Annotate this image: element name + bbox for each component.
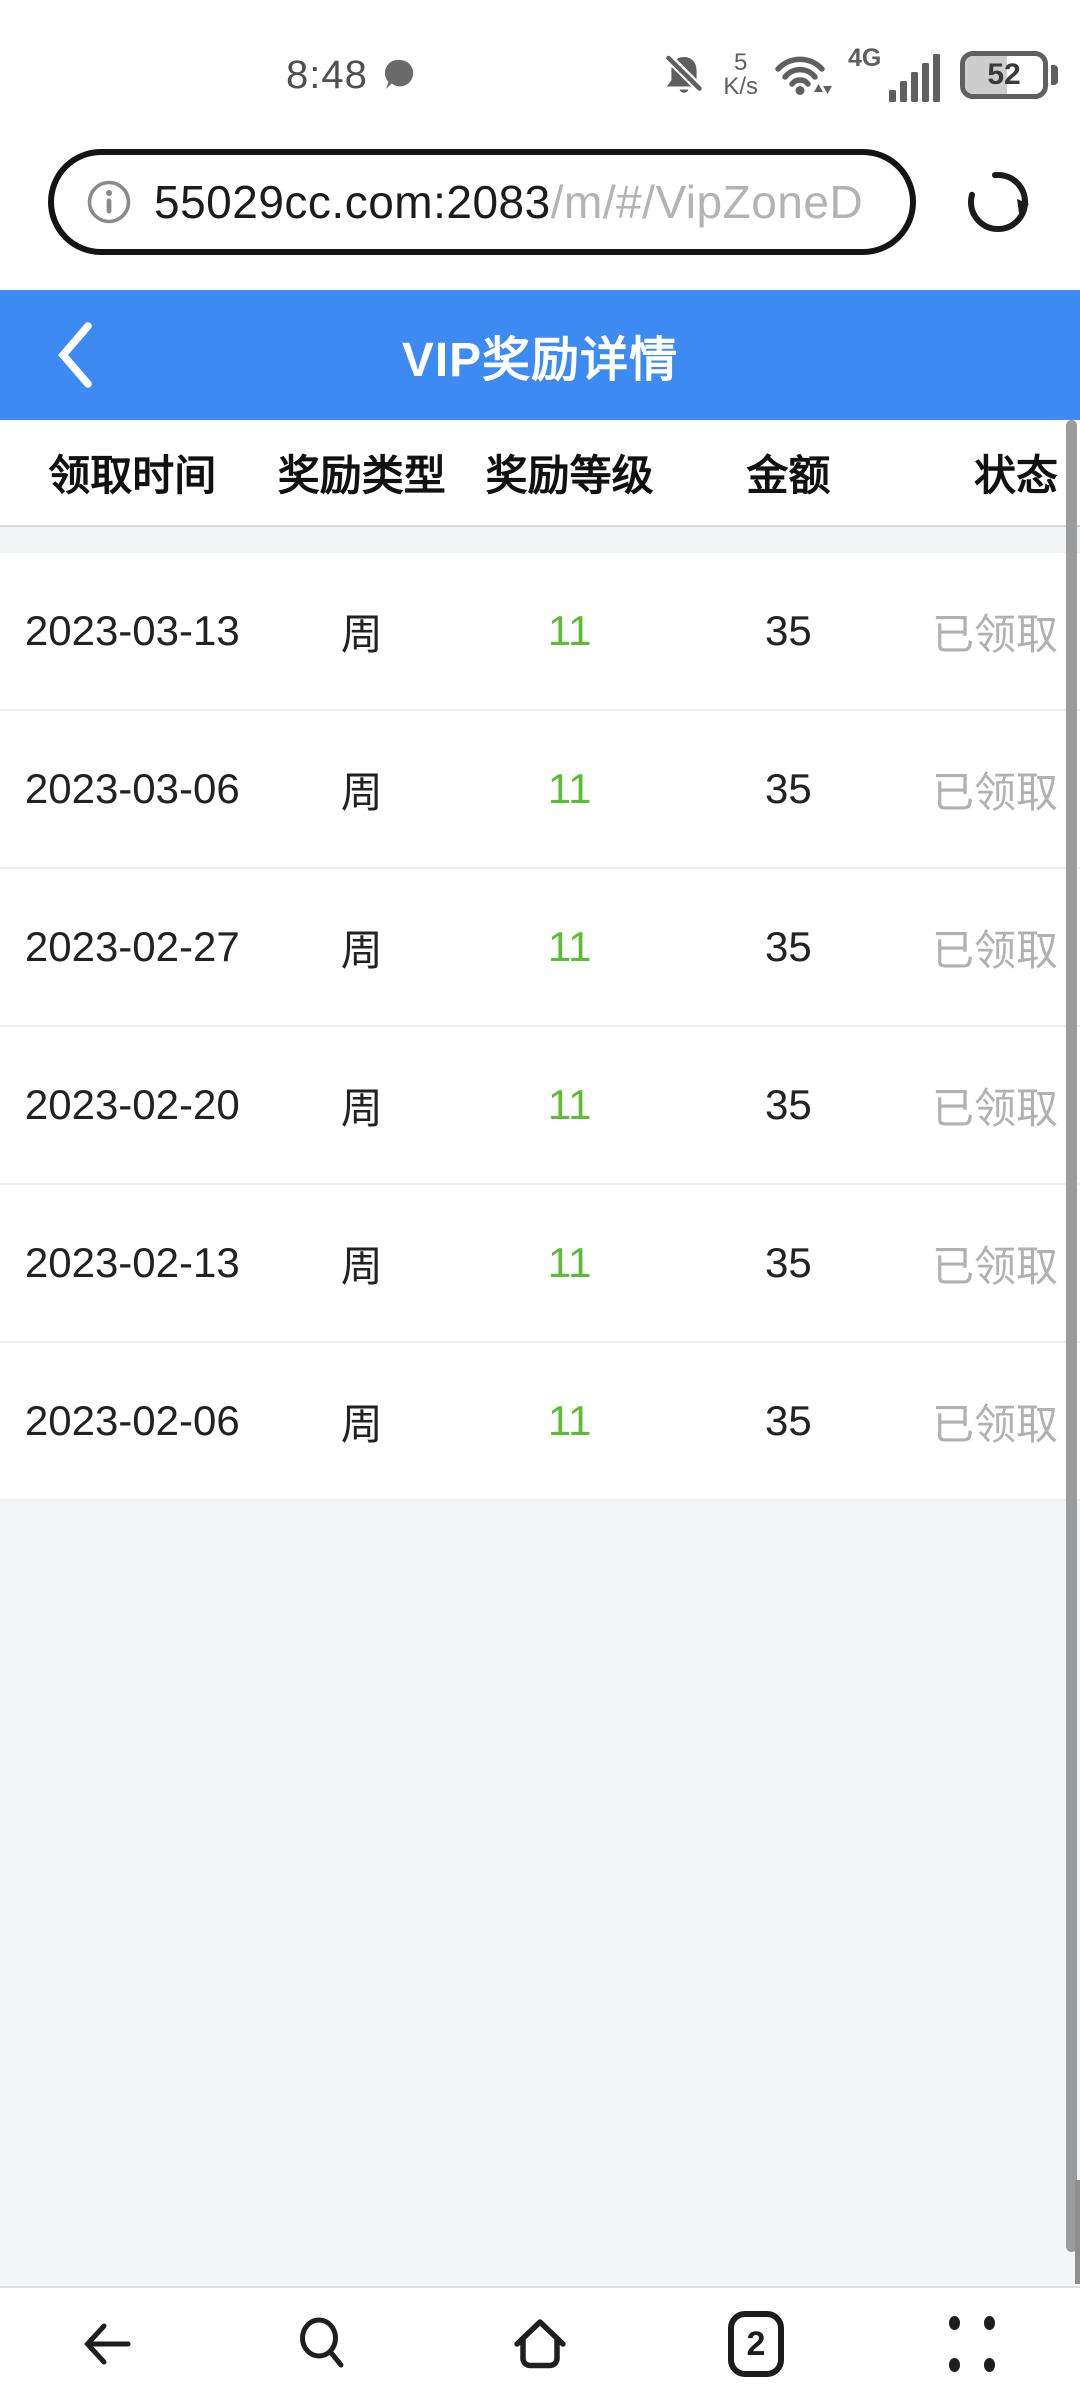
cell-level: 11 [547, 607, 592, 654]
browser-url-row: 55029cc.com:2083/m/#/VipZoneD [0, 120, 1080, 290]
list-scrollbar-thumb[interactable] [1066, 420, 1077, 2252]
cell-date: 2023-02-13 [24, 1239, 240, 1286]
url-bar[interactable]: 55029cc.com:2083/m/#/VipZoneD [48, 149, 916, 255]
tabs-count-icon: 2 [728, 2311, 784, 2377]
table-row: 2023-02-13 周 11 35 已领取 [0, 1185, 1080, 1343]
status-left: 8:48 [286, 53, 418, 98]
app-header: VIP奖励详情 [0, 290, 1080, 420]
cell-date: 2023-03-06 [24, 765, 240, 812]
table-row: 2023-03-06 周 11 35 已领取 [0, 711, 1080, 869]
cell-date: 2023-03-13 [24, 607, 240, 654]
cell-date: 2023-02-20 [24, 1081, 240, 1128]
cell-type: 周 [340, 926, 383, 974]
cell-type: 周 [340, 1400, 383, 1448]
battery-fill [965, 56, 1008, 94]
status-bar: 8:48 5 K/s [0, 0, 1080, 120]
cell-status: 已领取 [931, 1084, 1058, 1132]
list-top-strip [0, 527, 1080, 553]
battery-icon: 52 [960, 51, 1058, 99]
cell-amount: 35 [765, 1081, 812, 1128]
reload-button[interactable] [960, 164, 1036, 240]
status-right: 5 K/s 4G [661, 44, 1058, 104]
table-row: 2023-02-27 周 11 35 已领取 [0, 869, 1080, 1027]
cell-date: 2023-02-06 [24, 1397, 240, 1444]
network-speed-unit: K/s [723, 73, 758, 100]
table-row: 2023-03-13 周 11 35 已领取 [0, 553, 1080, 711]
cell-date: 2023-02-27 [24, 923, 240, 970]
column-header-2: 奖励类型 [277, 452, 446, 499]
back-chevron-button[interactable] [54, 320, 96, 390]
cell-amount: 35 [765, 1397, 812, 1444]
cell-type: 周 [340, 1084, 383, 1132]
cell-type: 周 [340, 768, 383, 816]
column-header-4: 金额 [746, 452, 831, 499]
browser-nav-bar: 2 [0, 2286, 1080, 2400]
network-speed-value: 5 [733, 48, 748, 76]
nav-tabs-button[interactable]: 2 [648, 2288, 864, 2400]
table-header-row: 领取时间 奖励类型 奖励等级 金额 状态 [0, 420, 1080, 527]
column-header-3: 奖励等级 [485, 452, 654, 499]
cell-level: 11 [547, 1239, 592, 1286]
signal-bars-icon [889, 54, 940, 102]
page-title: VIP奖励详情 [401, 334, 679, 387]
back-arrow-icon [84, 2323, 131, 2365]
cell-status: 已领取 [931, 610, 1058, 658]
menu-dots-icon [949, 2316, 995, 2372]
cell-level: 11 [547, 1397, 592, 1444]
battery-percent: 52 [987, 58, 1021, 91]
nav-home-button[interactable] [432, 2288, 648, 2400]
page-info-icon[interactable] [86, 179, 132, 225]
home-icon [514, 2319, 566, 2369]
cell-status: 已领取 [931, 926, 1058, 974]
clock: 8:48 [286, 52, 368, 97]
column-header-5: 状态 [973, 452, 1058, 499]
table-row: 2023-02-06 周 11 35 已领取 [0, 1343, 1080, 1501]
network-type-label: 4G [848, 44, 882, 72]
url-path: /m/#/VipZoneD [550, 176, 864, 228]
table-row: 2023-02-20 周 11 35 已领取 [0, 1027, 1080, 1185]
network-speed: 5 K/s [723, 48, 758, 100]
reward-list: 2023-03-13 周 11 35 已领取 2023-03-06 周 11 35 已领取 2023… [0, 553, 1080, 1501]
column-header-1: 领取时间 [48, 452, 217, 499]
cell-amount: 35 [765, 765, 812, 812]
wifi-icon [774, 51, 832, 99]
cell-status: 已领取 [931, 768, 1058, 816]
tabs-count: 2 [746, 2324, 766, 2363]
cell-level: 11 [547, 765, 592, 812]
cell-level: 11 [547, 1081, 592, 1128]
cell-amount: 35 [765, 1239, 812, 1286]
cell-type: 周 [340, 610, 383, 658]
cell-status: 已领取 [931, 1400, 1058, 1448]
page-scrollbar-thumb[interactable] [1075, 2180, 1080, 2284]
cell-amount: 35 [765, 607, 812, 654]
search-icon [300, 2317, 344, 2368]
message-bubble-icon [382, 57, 418, 93]
cell-signal-icon: 4G [848, 44, 944, 104]
url-text[interactable]: 55029cc.com:2083/m/#/VipZoneD [154, 175, 900, 229]
cell-status: 已领取 [931, 1242, 1058, 1290]
cell-type: 周 [340, 1242, 383, 1290]
url-domain: 55029cc.com:2083 [154, 176, 551, 228]
nav-menu-button[interactable] [864, 2288, 1080, 2400]
nav-search-button[interactable] [216, 2288, 432, 2400]
nav-back-button[interactable] [0, 2288, 216, 2400]
cell-level: 11 [547, 923, 592, 970]
empty-area [0, 1501, 1080, 2286]
cell-amount: 35 [765, 923, 812, 970]
notifications-off-icon [661, 52, 707, 98]
